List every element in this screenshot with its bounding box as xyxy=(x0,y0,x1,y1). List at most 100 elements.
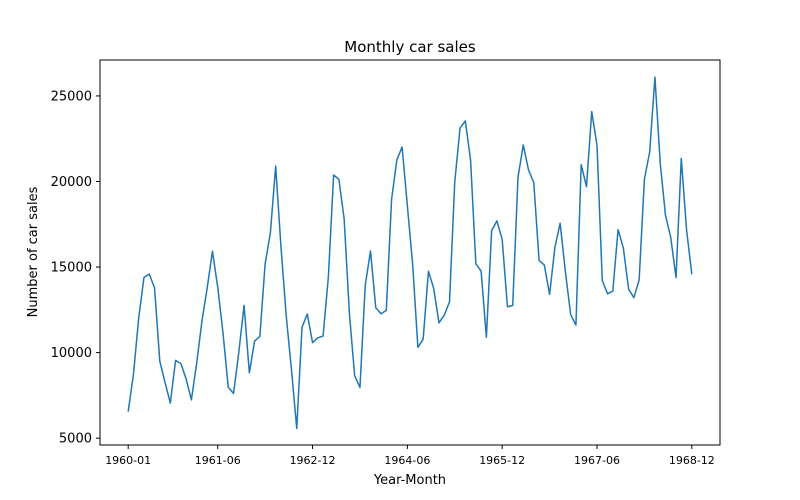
data-point xyxy=(427,270,429,272)
data-point xyxy=(132,373,134,375)
data-point xyxy=(217,286,219,288)
data-point xyxy=(686,229,688,231)
data-point xyxy=(312,342,314,344)
data-point xyxy=(254,340,256,342)
data-point xyxy=(175,359,177,361)
data-point xyxy=(649,151,651,153)
data-point xyxy=(327,276,329,278)
data-point xyxy=(380,313,382,315)
data-point xyxy=(575,324,577,326)
data-point xyxy=(243,304,245,306)
plot-area xyxy=(127,76,693,430)
data-point xyxy=(664,214,666,216)
data-point xyxy=(528,169,530,171)
x-tick-label: 1965-12 xyxy=(479,454,525,467)
data-point xyxy=(470,159,472,161)
data-point xyxy=(422,338,424,340)
data-point xyxy=(201,320,203,322)
data-point xyxy=(385,309,387,311)
data-point xyxy=(285,315,287,317)
data-point xyxy=(617,229,619,231)
y-tick-label: 15000 xyxy=(51,261,92,276)
data-point xyxy=(417,346,419,348)
data-point xyxy=(454,181,456,183)
data-point xyxy=(438,322,440,324)
data-point xyxy=(354,375,356,377)
y-axis-label: Number of car sales xyxy=(26,186,41,317)
data-point xyxy=(559,222,561,224)
x-tick-label: 1960-01 xyxy=(105,454,151,467)
x-tick-label: 1961-06 xyxy=(195,454,241,467)
data-point xyxy=(596,144,598,146)
data-point xyxy=(248,372,250,374)
data-point xyxy=(196,362,198,364)
data-point xyxy=(375,307,377,309)
data-point xyxy=(670,237,672,239)
data-point xyxy=(190,399,192,401)
data-point xyxy=(517,176,519,178)
data-point xyxy=(570,314,572,316)
data-point xyxy=(638,279,640,281)
data-point xyxy=(449,301,451,303)
data-point xyxy=(633,297,635,299)
y-tick-label: 5000 xyxy=(59,432,92,447)
data-point xyxy=(643,178,645,180)
data-point xyxy=(211,250,213,252)
data-point xyxy=(164,382,166,384)
x-tick-label: 1968-12 xyxy=(669,454,715,467)
data-point xyxy=(512,304,514,306)
data-point xyxy=(143,276,145,278)
data-point xyxy=(264,263,266,265)
data-point xyxy=(585,186,587,188)
data-point xyxy=(233,393,235,395)
y-tick-label: 20000 xyxy=(51,175,92,190)
data-point xyxy=(322,335,324,337)
data-point xyxy=(485,336,487,338)
data-point xyxy=(659,162,661,164)
data-point xyxy=(206,287,208,289)
chart-title: Monthly car sales xyxy=(344,38,476,56)
data-point xyxy=(138,317,140,319)
data-point xyxy=(391,199,393,201)
data-point xyxy=(591,111,593,113)
data-point xyxy=(691,273,693,275)
data-point xyxy=(506,306,508,308)
data-point xyxy=(654,76,656,78)
data-point xyxy=(549,293,551,295)
data-point xyxy=(396,159,398,161)
data-point xyxy=(628,288,630,290)
data-point xyxy=(343,218,345,220)
data-point xyxy=(222,332,224,334)
data-point xyxy=(543,264,545,266)
plot-frame xyxy=(99,59,721,446)
data-point xyxy=(496,220,498,222)
data-point xyxy=(275,165,277,167)
data-point xyxy=(612,290,614,292)
data-point xyxy=(306,313,308,315)
x-tick-label: 1962-12 xyxy=(290,454,336,467)
data-point xyxy=(185,378,187,380)
data-point xyxy=(554,247,556,249)
data-point xyxy=(333,174,335,176)
data-point xyxy=(601,279,603,281)
data-point xyxy=(290,369,292,371)
data-point xyxy=(338,178,340,180)
x-tick-label: 1964-06 xyxy=(384,454,430,467)
data-point xyxy=(538,259,540,261)
y-tick-label: 10000 xyxy=(51,346,92,361)
data-point xyxy=(154,287,156,289)
x-tick-label: 1967-06 xyxy=(574,454,620,467)
data-point xyxy=(296,427,298,429)
data-point xyxy=(564,271,566,273)
data-point xyxy=(480,270,482,272)
data-point xyxy=(433,287,435,289)
data-point xyxy=(675,277,677,279)
data-point xyxy=(607,293,609,295)
data-point xyxy=(301,326,303,328)
data-point xyxy=(459,127,461,129)
y-tick-label: 25000 xyxy=(51,89,92,104)
data-point xyxy=(464,120,466,122)
data-point xyxy=(159,360,161,362)
